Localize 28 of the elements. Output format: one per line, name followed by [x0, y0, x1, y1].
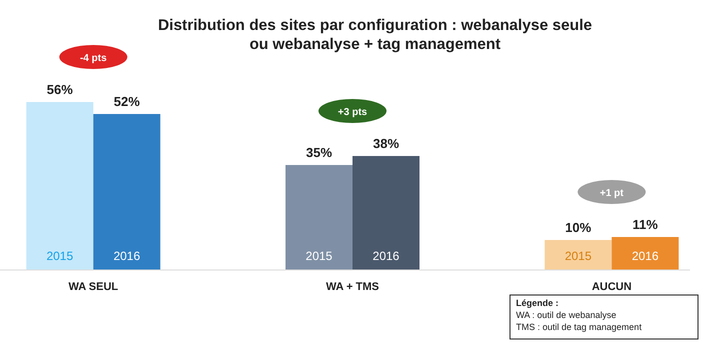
data-label: 35% [306, 145, 332, 160]
data-label: 11% [632, 217, 658, 232]
annotation: +1 pt [600, 188, 624, 199]
series-label: 2015 [46, 249, 74, 263]
bar [612, 237, 679, 270]
text: Légende : [516, 298, 559, 308]
x-tick-label: WA SEUL [68, 281, 118, 293]
annotation: +3 pts [338, 107, 368, 118]
bar [286, 165, 352, 270]
chart-title: Distribution des sites par configuration : webanalyse seule ou webanalyse + tag management [158, 17, 592, 53]
text: TMS : outil de tag management [516, 322, 642, 332]
text: 2015 [306, 249, 332, 263]
data-label: 56% [46, 82, 74, 97]
series-label: 2016 [113, 249, 140, 263]
bar [544, 240, 612, 270]
data-label: 10% [565, 220, 592, 235]
bar [93, 114, 160, 270]
text: 2015 [564, 249, 592, 263]
data-label: 38% [372, 136, 400, 151]
x-tick-label: AUCUN [592, 281, 632, 293]
text: 2016 [372, 249, 400, 263]
bar [352, 156, 420, 270]
data-label: 52% [114, 94, 140, 109]
bar [26, 102, 94, 270]
text: 2016 [632, 249, 659, 263]
x-tick-label: WA + TMS [326, 281, 380, 293]
text: WA : outil de webanalyse [516, 310, 616, 320]
text: -4 pts [80, 53, 108, 64]
